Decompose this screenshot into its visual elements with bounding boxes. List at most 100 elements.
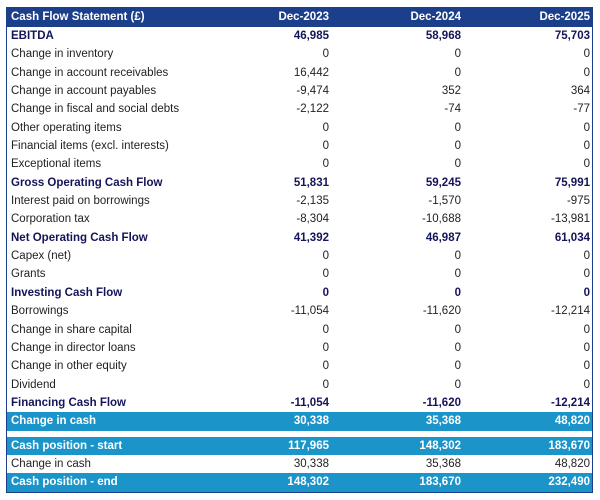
row-value: -11,620 (422, 305, 461, 318)
row-value: 0 (583, 158, 590, 171)
row-label: Cash position - end (11, 476, 118, 489)
row-value: 75,991 (554, 176, 590, 189)
row-value: 51,831 (293, 176, 329, 189)
row-label: Change in inventory (11, 48, 114, 61)
table-row: Investing Cash Flow 0 0 0 (7, 284, 592, 302)
row-value: -11,620 (422, 396, 461, 409)
row-value: 0 (583, 286, 590, 299)
row-value: 0 (454, 158, 461, 171)
row-value: 0 (454, 323, 461, 336)
row-label: Borrowings (11, 305, 69, 318)
row-value: 48,820 (554, 415, 590, 428)
row-label: Financial items (excl. interests) (11, 140, 169, 153)
row-value: -12,214 (550, 305, 590, 318)
table-row: Net Operating Cash Flow 41,392 46,987 61,03… (7, 229, 592, 247)
column-header: Dec-2025 (539, 11, 590, 23)
row-label: Corporation tax (11, 213, 90, 226)
row-label: EBITDA (11, 30, 54, 42)
row-value: -11,054 (290, 396, 329, 409)
table-row: Corporation tax -8,304 -10,688 -13,981 (7, 210, 592, 228)
row-value: 0 (583, 360, 590, 373)
row-value: 0 (454, 341, 461, 354)
row-label: Cash position - start (11, 439, 123, 452)
table-row: Cash position - start 117,965 148,302 183,6… (7, 436, 592, 455)
table-row: Change in account receivables 16,442 0 0 (7, 64, 592, 82)
table-row: Grants 0 0 0 (7, 265, 592, 283)
row-value: 0 (583, 121, 590, 134)
row-value: -10,688 (421, 213, 461, 226)
row-value: -74 (444, 103, 461, 116)
table-row: Gross Operating Cash Flow 51,831 59,245 75,… (7, 174, 592, 192)
table-row: Change in other equity 0 0 0 (7, 357, 592, 375)
row-value: 0 (454, 268, 461, 281)
table-body: EBITDA 46,985 58,968 75,703 Change in invent… (7, 27, 592, 492)
table-row: Borrowings -11,054 -11,620 -12,214 (7, 302, 592, 320)
row-value: 41,392 (293, 231, 329, 244)
row-label: Net Operating Cash Flow (11, 231, 148, 244)
row-value: 61,034 (554, 231, 590, 244)
row-value: -2,122 (296, 103, 329, 116)
row-value: 0 (583, 268, 590, 281)
row-value: 35,368 (425, 457, 461, 470)
table-header: Cash Flow Statement (£) Dec-2023 Dec-202… (7, 7, 592, 27)
row-value: 30,338 (293, 457, 329, 470)
row-value: -9,474 (296, 85, 329, 98)
row-value: -77 (573, 103, 590, 116)
table-row: Other operating items 0 0 0 (7, 119, 592, 137)
row-label: Change in cash (11, 415, 96, 428)
table-row: Change in share capital 0 0 0 (7, 321, 592, 339)
row-value: 0 (583, 341, 590, 354)
row-label: Change in account receivables (11, 66, 169, 79)
cash-flow-table: Cash Flow Statement (£) Dec-2023 Dec-202… (6, 7, 593, 493)
row-value: 183,670 (419, 476, 461, 489)
table-row: Change in account payables -9,474 352 364 (7, 82, 592, 100)
row-label: Dividend (11, 378, 56, 391)
row-value: -1,570 (428, 195, 461, 208)
row-value: 75,703 (554, 30, 590, 42)
row-label: Gross Operating Cash Flow (11, 176, 163, 189)
row-value: 0 (583, 250, 590, 263)
table-row: Dividend 0 0 0 (7, 376, 592, 394)
row-value: 0 (583, 140, 590, 153)
row-value: -13,981 (550, 213, 590, 226)
row-value: 46,985 (293, 30, 329, 42)
row-value: 0 (454, 66, 461, 79)
row-value: 232,490 (548, 476, 590, 489)
row-value: 0 (322, 268, 329, 281)
row-value: 16,442 (293, 66, 329, 79)
spacer (7, 430, 592, 437)
row-value: 0 (583, 323, 590, 336)
row-value: 46,987 (425, 231, 461, 244)
row-value: 183,670 (548, 439, 590, 452)
row-value: 0 (322, 323, 329, 336)
table-row: Change in fiscal and social debts -2,122 -… (7, 100, 592, 118)
row-value: 0 (322, 158, 329, 171)
row-value: 0 (583, 48, 590, 61)
row-value: 58,968 (425, 30, 461, 42)
row-label: Other operating items (11, 121, 122, 134)
table-row: Change in director loans 0 0 0 (7, 339, 592, 357)
row-value: -2,135 (296, 195, 329, 208)
table-row: Financing Cash Flow -11,054 -11,620 -12,214 (7, 394, 592, 412)
row-value: -11,054 (290, 305, 329, 318)
table-row: EBITDA 46,985 58,968 75,703 (7, 27, 592, 45)
row-label: Grants (11, 268, 46, 281)
row-label: Change in account payables (11, 85, 157, 98)
row-value: 0 (583, 378, 590, 391)
table-title: Cash Flow Statement (£) (11, 11, 145, 23)
row-value: 0 (322, 378, 329, 391)
row-value: -12,214 (550, 396, 590, 409)
row-label: Investing Cash Flow (11, 286, 123, 299)
row-value: 48,820 (554, 457, 590, 470)
row-value: 0 (322, 48, 329, 61)
row-value: 0 (454, 286, 461, 299)
row-value: 30,338 (293, 415, 329, 428)
row-value: 148,302 (287, 476, 329, 489)
row-label: Financing Cash Flow (11, 396, 127, 409)
row-value: 0 (322, 341, 329, 354)
row-value: 0 (322, 250, 329, 263)
row-value: -975 (566, 195, 590, 208)
row-value: 352 (441, 85, 461, 98)
row-value: 117,965 (288, 439, 329, 452)
row-value: 0 (454, 140, 461, 153)
